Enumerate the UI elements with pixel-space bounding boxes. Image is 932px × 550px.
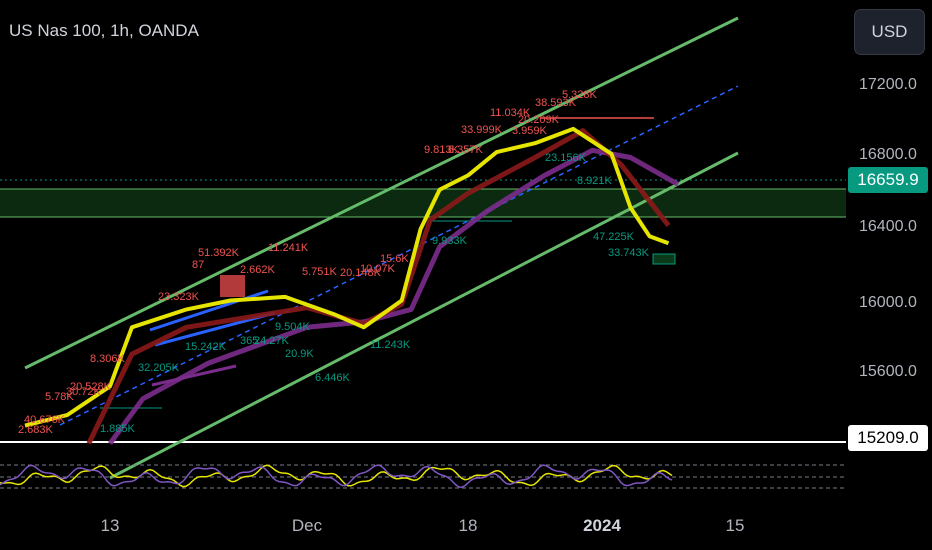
volume-label: 9.933K bbox=[432, 235, 468, 247]
ema-slow-line bbox=[107, 147, 680, 445]
channel-lower-line bbox=[109, 151, 739, 480]
supply-zone bbox=[0, 189, 846, 217]
price-tick: 17200.0 bbox=[859, 76, 917, 93]
rsi-line bbox=[0, 464, 673, 488]
current-price-badge: 16659.9 bbox=[848, 167, 928, 193]
channel-midline bbox=[59, 85, 739, 426]
date-tick: 13 bbox=[100, 516, 120, 535]
volume-label: 15.242K bbox=[185, 341, 227, 353]
volume-label: 2.683K bbox=[18, 424, 54, 436]
price-tick: 16000.0 bbox=[859, 294, 917, 311]
channel-upper-line bbox=[24, 16, 739, 370]
trendline-purple bbox=[151, 364, 237, 387]
volume-label: 20.528K bbox=[70, 381, 112, 393]
volume-label: 11.243K bbox=[370, 339, 411, 351]
volume-label: 8.357K bbox=[448, 144, 484, 156]
volume-label: 87 bbox=[192, 259, 204, 271]
volume-label: 11.241K bbox=[268, 242, 309, 254]
volume-label: 20.9K bbox=[285, 348, 314, 360]
volume-label: 23.156K bbox=[545, 152, 587, 164]
price-tick: 16400.0 bbox=[859, 218, 917, 235]
ema-fast-line bbox=[24, 126, 670, 428]
date-tick: 2024 bbox=[583, 516, 621, 535]
volume-label: 32.205K bbox=[138, 362, 180, 374]
price-tick: 15600.0 bbox=[859, 363, 917, 380]
volume-label: 8.921K bbox=[577, 175, 613, 187]
rsi-signal-line bbox=[0, 464, 673, 488]
volume-label: 23.323K bbox=[158, 291, 200, 303]
volume-label: 2.662K bbox=[240, 264, 276, 276]
date-tick: 15 bbox=[725, 516, 745, 535]
date-tick: 18 bbox=[458, 516, 478, 535]
rsi-pane bbox=[0, 464, 846, 489]
volume-label: 365 bbox=[240, 335, 258, 347]
volume-label: 5.751K bbox=[302, 266, 338, 278]
date-tick: Dec bbox=[291, 516, 323, 535]
volume-label: 20.209K bbox=[518, 114, 560, 126]
price-tick: 16800.0 bbox=[859, 146, 917, 163]
volume-label: 30.72K bbox=[66, 386, 102, 398]
volume-label: 40.676K bbox=[24, 414, 66, 426]
volume-label: 47.225K bbox=[593, 231, 635, 243]
volume-label: 24.27K bbox=[254, 335, 290, 347]
volume-label: 9.504K bbox=[275, 321, 311, 333]
volume-label: 10.07K bbox=[360, 263, 396, 275]
volume-label: 33.743K bbox=[608, 247, 650, 259]
volume-label: 33.999K bbox=[461, 124, 503, 136]
volume-label: 38.593K bbox=[535, 97, 577, 109]
demand-block bbox=[652, 253, 676, 265]
volume-label: 5.328K bbox=[562, 89, 598, 101]
currency-button[interactable]: USD bbox=[854, 9, 925, 55]
level-price-badge: 15209.0 bbox=[848, 425, 928, 451]
volume-label: 8.306K bbox=[90, 353, 126, 365]
ema-mid-line bbox=[86, 128, 671, 445]
volume-label: 5.78K bbox=[45, 391, 74, 403]
volume-label: 11.034K bbox=[490, 107, 531, 119]
volume-label: 51.392K bbox=[198, 247, 240, 259]
volume-label: 9.813K bbox=[424, 144, 460, 156]
volume-label: 1.885K bbox=[100, 423, 136, 435]
chart-title: US Nas 100, 1h, OANDA bbox=[9, 21, 199, 40]
volume-label: 6.446K bbox=[315, 372, 351, 384]
order-block bbox=[220, 275, 245, 297]
volume-label: 3.959K bbox=[512, 125, 548, 137]
volume-label: 15.6K bbox=[380, 253, 409, 265]
ema-series-layer bbox=[24, 126, 680, 445]
volume-label: 20.148K bbox=[340, 267, 382, 279]
